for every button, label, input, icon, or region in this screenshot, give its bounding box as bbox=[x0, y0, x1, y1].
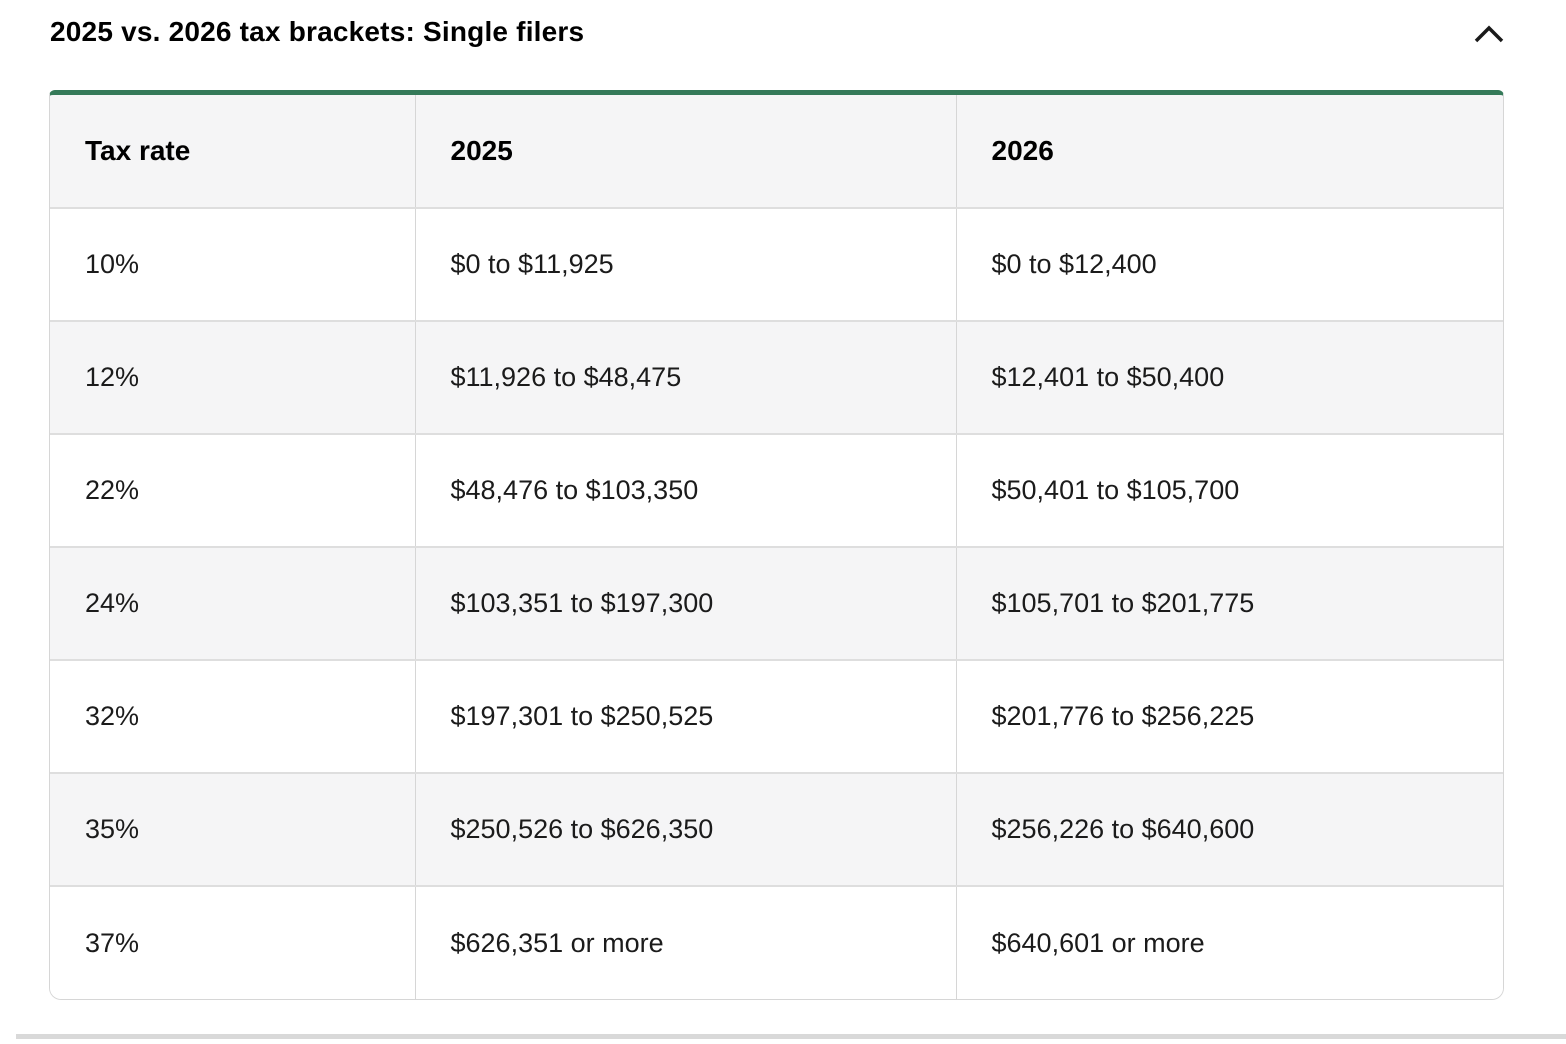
cell-2025-range: $250,526 to $626,350 bbox=[414, 773, 956, 886]
cell-tax-rate: 12% bbox=[85, 362, 140, 392]
table-row: 24% $103,351 to $197,300 $105,701 to $201,… bbox=[50, 547, 1503, 660]
cell-tax-rate: 10% bbox=[85, 249, 140, 279]
cell-tax-rate: 32% bbox=[85, 701, 140, 731]
cell-2026-range: $256,226 to $640,600 bbox=[955, 773, 1503, 886]
cell-2025-range: $197,301 to $250,525 bbox=[414, 660, 956, 773]
cell-2025-range: $626,351 or more bbox=[414, 886, 956, 999]
cell-2025-range: $48,476 to $103,350 bbox=[414, 434, 956, 547]
collapse-section-button[interactable] bbox=[1470, 18, 1508, 50]
cell-2026-range: $640,601 or more bbox=[955, 886, 1503, 999]
cell-2025-range: $0 to $11,925 bbox=[414, 208, 956, 321]
accordion-header: 2025 vs. 2026 tax brackets: Single filer… bbox=[0, 0, 1566, 50]
cell-2026-range: $201,776 to $256,225 bbox=[955, 660, 1503, 773]
cell-2025-range: $103,351 to $197,300 bbox=[414, 547, 956, 660]
tax-brackets-table: Tax rate 2025 2026 10% $0 to $11,925 $0 to… bbox=[49, 90, 1504, 1000]
col-header-2026: 2026 bbox=[955, 95, 1503, 208]
cell-tax-rate: 22% bbox=[85, 475, 140, 505]
table-header-row: Tax rate 2025 2026 bbox=[50, 95, 1503, 208]
section-title: 2025 vs. 2026 tax brackets: Single filer… bbox=[50, 16, 585, 47]
cell-2026-range: $0 to $12,400 bbox=[955, 208, 1503, 321]
cell-2025-range: $11,926 to $48,475 bbox=[414, 321, 956, 434]
cell-2026-range: $50,401 to $105,700 bbox=[955, 434, 1503, 547]
chevron-up-icon bbox=[1474, 25, 1504, 47]
table-row: 32% $197,301 to $250,525 $201,776 to $256,… bbox=[50, 660, 1503, 773]
table-row: 35% $250,526 to $626,350 $256,226 to $640,… bbox=[50, 773, 1503, 886]
col-header-tax-rate: Tax rate bbox=[50, 95, 415, 208]
cell-2026-range: $105,701 to $201,775 bbox=[955, 547, 1503, 660]
table-row: 22% $48,476 to $103,350 $50,401 to $105,70… bbox=[50, 434, 1503, 547]
table-body: 10% $0 to $11,925 $0 to $12,400 12% $11,926 … bbox=[50, 208, 1503, 999]
table-row: 37% $626,351 or more $640,601 or more bbox=[50, 886, 1503, 999]
col-header-2025: 2025 bbox=[414, 95, 956, 208]
cell-tax-rate: 37% bbox=[85, 927, 140, 958]
cell-tax-rate: 24% bbox=[85, 588, 140, 618]
cell-tax-rate: 35% bbox=[85, 814, 140, 844]
table-row: 12% $11,926 to $48,475 $12,401 to $50,400 bbox=[50, 321, 1503, 434]
table-row: 10% $0 to $11,925 $0 to $12,400 bbox=[50, 208, 1503, 321]
section-divider bbox=[16, 1034, 1566, 1039]
cell-2026-range: $12,401 to $50,400 bbox=[955, 321, 1503, 434]
